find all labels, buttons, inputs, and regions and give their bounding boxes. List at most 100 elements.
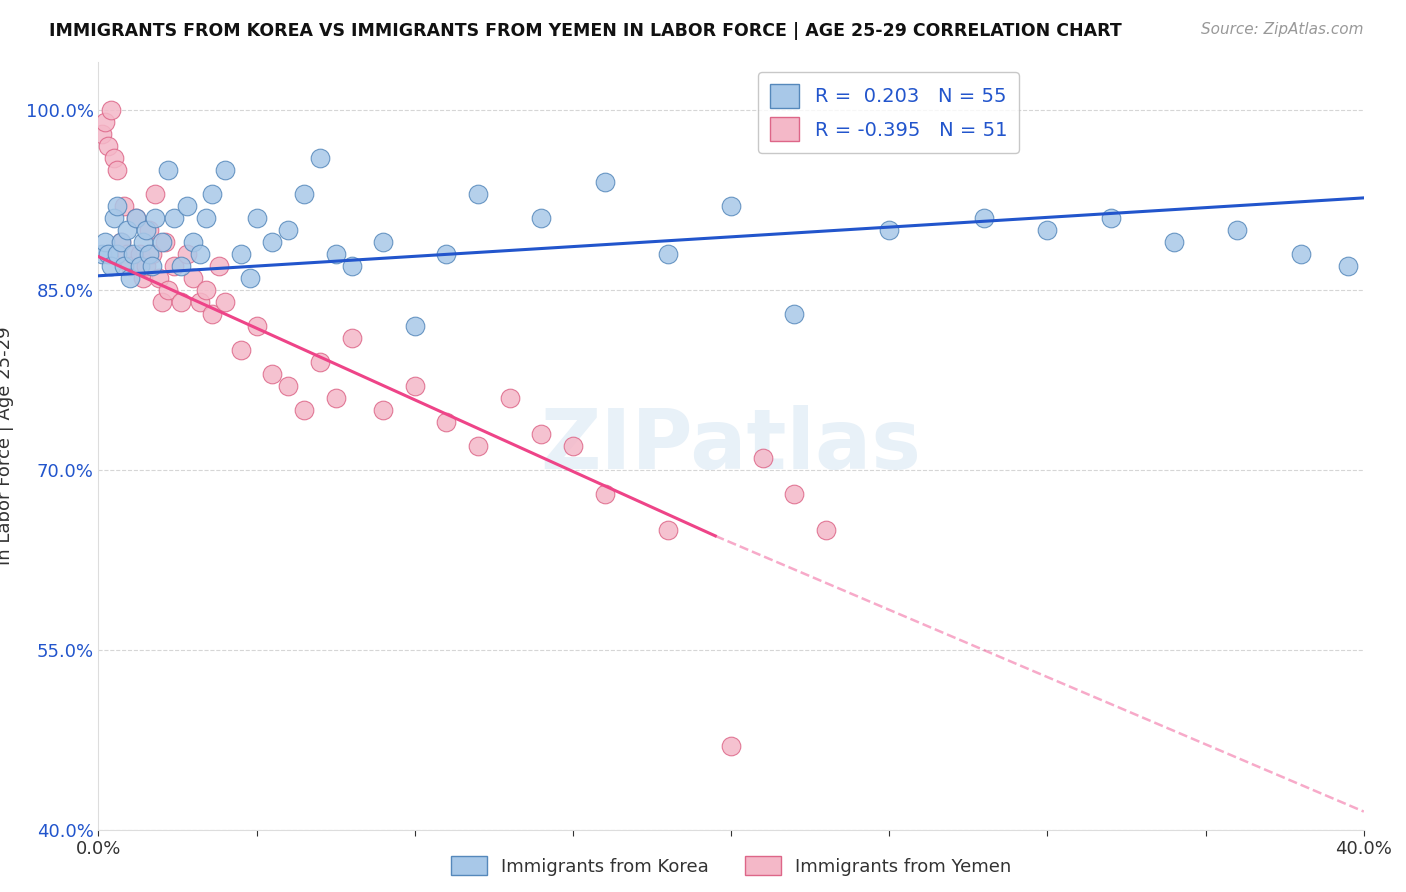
- Point: [135, 259, 157, 273]
- Point: [194, 283, 218, 297]
- Point: [973, 211, 995, 226]
- Point: [138, 247, 160, 261]
- Point: [1337, 259, 1360, 273]
- Point: [132, 235, 155, 250]
- Point: [97, 139, 120, 153]
- Point: [176, 199, 198, 213]
- Point: [277, 379, 299, 393]
- Point: [145, 211, 166, 226]
- Point: [214, 163, 236, 178]
- Point: [309, 152, 332, 166]
- Point: [103, 152, 125, 166]
- Point: [783, 307, 806, 321]
- Point: [262, 235, 284, 250]
- Point: [246, 211, 269, 226]
- Point: [214, 295, 236, 310]
- Point: [183, 271, 205, 285]
- Point: [657, 523, 679, 537]
- Point: [436, 247, 458, 261]
- Point: [783, 487, 806, 501]
- Point: [277, 223, 299, 237]
- Point: [309, 355, 332, 369]
- Point: [467, 439, 489, 453]
- Point: [325, 391, 347, 405]
- Point: [498, 391, 520, 405]
- Point: [292, 187, 315, 202]
- Point: [292, 403, 315, 417]
- Point: [467, 187, 489, 202]
- Y-axis label: In Labor Force | Age 25-29: In Labor Force | Age 25-29: [0, 326, 14, 566]
- Point: [751, 450, 773, 465]
- Point: [141, 259, 163, 273]
- Point: [120, 271, 141, 285]
- Legend: Immigrants from Korea, Immigrants from Yemen: Immigrants from Korea, Immigrants from Y…: [443, 849, 1019, 883]
- Point: [1226, 223, 1249, 237]
- Point: [201, 187, 224, 202]
- Point: [720, 739, 742, 753]
- Point: [163, 211, 186, 226]
- Point: [593, 175, 616, 189]
- Point: [145, 187, 166, 202]
- Point: [593, 487, 616, 501]
- Point: [115, 223, 138, 237]
- Point: [103, 211, 125, 226]
- Point: [404, 379, 426, 393]
- Point: [169, 259, 191, 273]
- Legend: R =  0.203   N = 55, R = -0.395   N = 51: R = 0.203 N = 55, R = -0.395 N = 51: [758, 72, 1019, 153]
- Point: [340, 259, 363, 273]
- Point: [371, 235, 394, 250]
- Point: [404, 319, 426, 334]
- Point: [110, 235, 132, 250]
- Point: [122, 247, 145, 261]
- Point: [128, 259, 150, 273]
- Point: [112, 199, 135, 213]
- Point: [93, 115, 117, 129]
- Point: [1163, 235, 1185, 250]
- Point: [107, 199, 129, 213]
- Point: [657, 247, 679, 261]
- Point: [132, 271, 155, 285]
- Point: [229, 247, 252, 261]
- Point: [125, 211, 148, 226]
- Point: [125, 211, 148, 226]
- Point: [720, 199, 742, 213]
- Point: [194, 211, 218, 226]
- Point: [1289, 247, 1312, 261]
- Point: [115, 247, 138, 261]
- Point: [157, 163, 180, 178]
- Point: [188, 295, 211, 310]
- Point: [100, 103, 122, 118]
- Point: [176, 247, 198, 261]
- Point: [112, 259, 135, 273]
- Point: [90, 128, 112, 142]
- Point: [530, 427, 553, 442]
- Point: [90, 247, 112, 261]
- Point: [157, 283, 180, 297]
- Point: [1099, 211, 1122, 226]
- Point: [436, 415, 458, 429]
- Point: [150, 295, 173, 310]
- Point: [153, 235, 176, 250]
- Point: [188, 247, 211, 261]
- Point: [128, 247, 150, 261]
- Text: ZIPatlas: ZIPatlas: [541, 406, 921, 486]
- Point: [93, 235, 117, 250]
- Point: [325, 247, 347, 261]
- Point: [877, 223, 900, 237]
- Point: [150, 235, 173, 250]
- Point: [340, 331, 363, 345]
- Point: [100, 259, 122, 273]
- Text: IMMIGRANTS FROM KOREA VS IMMIGRANTS FROM YEMEN IN LABOR FORCE | AGE 25-29 CORREL: IMMIGRANTS FROM KOREA VS IMMIGRANTS FROM…: [49, 22, 1122, 40]
- Point: [148, 271, 170, 285]
- Point: [1036, 223, 1059, 237]
- Point: [201, 307, 224, 321]
- Point: [135, 223, 157, 237]
- Point: [208, 259, 231, 273]
- Point: [120, 259, 141, 273]
- Point: [239, 271, 262, 285]
- Point: [371, 403, 394, 417]
- Point: [229, 343, 252, 357]
- Point: [814, 523, 837, 537]
- Point: [561, 439, 585, 453]
- Point: [141, 247, 163, 261]
